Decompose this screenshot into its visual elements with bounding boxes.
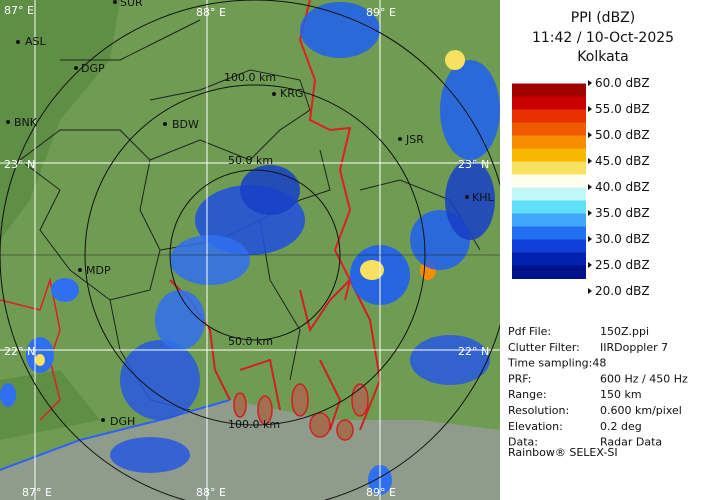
info-key: Time sampling:48 (507, 357, 606, 370)
info-value: 150Z.ppi (600, 325, 649, 338)
terrain (0, 370, 100, 440)
lon-label: 87° E (4, 4, 34, 17)
lon-label: 88° E (196, 6, 226, 19)
scale-label: 30.0 dBZ (595, 232, 650, 246)
info-value: Radar Data (600, 436, 662, 449)
scale-label: 50.0 dBZ (595, 128, 650, 142)
info-value: 600 Hz / 450 Hz (600, 372, 688, 385)
rivers-delta (169, 278, 382, 431)
lon-label: 87° E (22, 486, 52, 499)
scale-tick (588, 288, 592, 294)
range-label: 100.0 km (224, 71, 276, 84)
place-label: KRG (280, 87, 303, 100)
footer: Rainbow® SELEX-SI (508, 446, 618, 459)
range-label: 50.0 km (228, 335, 273, 348)
scale-label: 25.0 dBZ (595, 258, 650, 272)
scale-swatch (512, 239, 586, 253)
timestamp: 11:42 / 10-Oct-2025 (532, 30, 674, 46)
range-label: 100.0 km (228, 418, 280, 431)
place-label: BDW (172, 118, 199, 131)
scale-swatch (512, 161, 586, 175)
scale-label: 60.0 dBZ (595, 76, 650, 90)
info-key: Range: (508, 388, 547, 401)
place-label: KHL (472, 191, 494, 204)
range-label: 50.0 km (228, 154, 273, 167)
lon-label: 89° E (366, 486, 396, 499)
scale-label: 40.0 dBZ (595, 180, 650, 194)
scale-tick (588, 262, 592, 268)
scale-swatch (512, 83, 586, 97)
product-title: PPI (dBZ) (571, 10, 635, 26)
place-label: DGP (81, 62, 105, 75)
scale-swatch (512, 213, 586, 227)
info-key: PRF: (508, 372, 531, 385)
info-key: Pdf File: (508, 325, 551, 338)
islands (233, 383, 369, 441)
scale-tick (588, 184, 592, 190)
scale-swatch (512, 174, 586, 188)
lat-label: 22° N (458, 345, 489, 358)
scale-tick (588, 132, 592, 138)
scale-tick (588, 236, 592, 242)
scale-swatch (512, 200, 586, 214)
scale-swatch (512, 265, 586, 279)
station: Kolkata (577, 49, 628, 65)
border (0, 277, 61, 421)
info-key: Data: (508, 436, 538, 449)
scale-tick (588, 158, 592, 164)
lon-label: 88° E (196, 486, 226, 499)
scale-swatch (512, 226, 586, 240)
place-label: MDP (86, 264, 111, 277)
scale-label: 55.0 dBZ (595, 102, 650, 116)
info-key: Resolution: (508, 404, 569, 417)
scale-tick (588, 80, 592, 86)
color-scale: 60.0 dBZ 55.0 dBZ 50.0 dBZ 45.0 dBZ 40.0 dBZ… (512, 70, 650, 298)
graticule (0, 0, 500, 500)
scale-tick (588, 106, 592, 112)
places: SUR ASL DGP BNK BDW KRG JSR KHL MDP DGH (6, 0, 494, 428)
scale-swatch (512, 148, 586, 162)
lat-label: 23° N (458, 158, 489, 171)
info-value: 0.600 km/pixel (600, 404, 682, 417)
place-label: JSR (405, 133, 424, 146)
info-key: Clutter Filter: (508, 341, 580, 354)
scale-swatch (512, 252, 586, 266)
scale-swatch (512, 187, 586, 201)
coastline (0, 399, 231, 471)
scale-swatch (512, 109, 586, 123)
info-value: 0.2 deg (600, 420, 642, 433)
info-value: IIRDoppler 7 (600, 341, 668, 354)
scale-swatch (512, 135, 586, 149)
map: 87° E 88° E 89° E 87° E 88° E 89° E 23° … (0, 0, 511, 500)
place-label: BNK (14, 116, 38, 129)
place-label: ASL (25, 35, 47, 48)
scale-label: 45.0 dBZ (595, 154, 650, 168)
info-value: 150 km (600, 388, 642, 401)
scale-label: 35.0 dBZ (595, 206, 650, 220)
place-label: SUR (120, 0, 143, 9)
place-label: DGH (110, 415, 135, 428)
scale-swatch (512, 122, 586, 136)
scale-label: 20.0 dBZ (595, 284, 650, 298)
lon-label: 89° E (366, 6, 396, 19)
lat-label: 22° N (4, 345, 35, 358)
lat-label: 23° N (4, 158, 35, 171)
scale-swatch (512, 96, 586, 110)
info-table: Pdf File: 150Z.ppi Clutter Filter: IIRDoppl… (507, 325, 688, 449)
info-key: Elevation: (508, 420, 563, 433)
scale-swatch (512, 70, 586, 84)
scale-tick (588, 210, 592, 216)
